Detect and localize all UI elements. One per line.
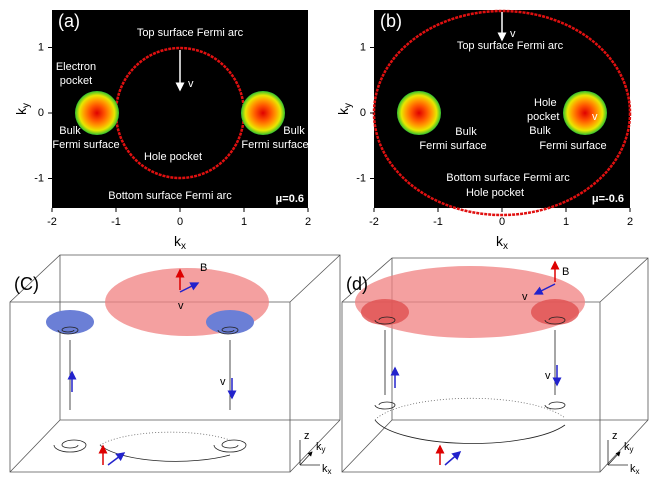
annotation: Bulk: [529, 125, 551, 137]
annotation: Top surface Fermi arc: [457, 40, 564, 52]
x-tick-label: 1: [563, 216, 569, 228]
x-tick-label: 1: [241, 216, 247, 228]
annotation: Bulk: [283, 125, 305, 137]
annotation: Hole pocket: [466, 187, 524, 199]
x-axis-label-sub: x: [181, 241, 186, 252]
panel-c: (C) B v v z ky kx: [10, 255, 340, 476]
pocket: [241, 91, 285, 135]
pocket: [531, 299, 579, 325]
velocity-label: v: [545, 370, 551, 382]
annotation: pocket: [60, 75, 92, 87]
pocket: [75, 91, 119, 135]
coil: [54, 440, 246, 452]
annotation: Fermi surface: [52, 139, 119, 151]
pocket: [206, 310, 254, 334]
figure: (a) Top surface Fermi arc v Electron poc…: [0, 0, 652, 477]
panel-label: (b): [380, 11, 402, 31]
x-tick-label: 2: [305, 216, 311, 228]
arrow: [108, 453, 124, 465]
annotation: Hole: [534, 97, 557, 109]
axis-label: z: [612, 430, 618, 442]
x-tick-label: 2: [627, 216, 633, 228]
pocket: [361, 299, 409, 325]
axis-label: ky: [624, 441, 634, 454]
arc: [375, 420, 565, 444]
x-axis-label-sub: x: [503, 241, 508, 252]
axis-label: z: [304, 430, 310, 442]
x-tick-label: 0: [499, 216, 505, 228]
annotation: pocket: [527, 111, 559, 123]
coil: [58, 327, 238, 410]
annotation: Hole pocket: [144, 151, 202, 163]
arc: [375, 398, 565, 420]
panel-label: (a): [58, 11, 80, 31]
pocket: [563, 91, 607, 135]
arc: [100, 432, 230, 445]
axis-label: ky: [316, 441, 326, 454]
panel-a: (a) Top surface Fermi arc v Electron poc…: [52, 10, 309, 208]
annotation: Bottom surface Fermi arc: [446, 172, 570, 184]
annotation: Fermi surface: [241, 139, 308, 151]
annotation: v: [510, 28, 516, 40]
y-tick-label: 1: [360, 41, 366, 53]
y-axis-label: ky: [335, 103, 354, 115]
x-tick-label: 0: [177, 216, 183, 228]
annotation: Bulk: [59, 125, 81, 137]
velocity-label: v: [178, 300, 184, 312]
field-label: B: [200, 262, 207, 274]
y-tick-label: -1: [34, 172, 44, 184]
annotation: Bulk: [455, 126, 477, 138]
pocket: [397, 91, 441, 135]
x-tick-label: -2: [47, 216, 57, 228]
mu-label: μ=0.6: [276, 193, 304, 205]
x-axis-label: kx: [496, 233, 508, 252]
axis-label: kx: [322, 463, 332, 476]
x-axis-label: kx: [174, 233, 186, 252]
annotation: v: [188, 78, 194, 90]
annotation: Fermi surface: [419, 140, 486, 152]
y-axis-label-sub: y: [343, 103, 354, 108]
panel-d: (d) B v v z ky kx: [342, 258, 648, 476]
x-tick-label: -1: [433, 216, 443, 228]
y-axis-label-sub: y: [21, 103, 32, 108]
pocket: [46, 310, 94, 334]
x-tick-label: -2: [369, 216, 379, 228]
x-tick-label: -1: [111, 216, 121, 228]
panel-b: (b) v Top surface Fermi arc Hole pocket …: [374, 10, 630, 215]
axis-label: kx: [630, 463, 640, 476]
arc: [100, 445, 230, 461]
annotation: Top surface Fermi arc: [137, 27, 244, 39]
panel-label: (C): [14, 274, 39, 294]
annotation: Fermi surface: [539, 140, 606, 152]
velocity-label: v: [220, 376, 226, 388]
arrow: [445, 452, 460, 465]
panel-label: (d): [346, 274, 368, 294]
annotation: Bottom surface Fermi arc: [108, 190, 232, 202]
y-axis-label: ky: [13, 103, 32, 115]
annotation: v: [592, 111, 598, 123]
y-tick-label: 1: [38, 41, 44, 53]
y-tick-label: 0: [38, 107, 44, 119]
y-tick-label: 0: [360, 107, 366, 119]
y-tick-label: -1: [356, 172, 366, 184]
mu-label: μ=-0.6: [592, 193, 624, 205]
annotation: Electron: [56, 61, 96, 73]
velocity-label: v: [522, 291, 528, 303]
field-label: B: [562, 266, 569, 278]
